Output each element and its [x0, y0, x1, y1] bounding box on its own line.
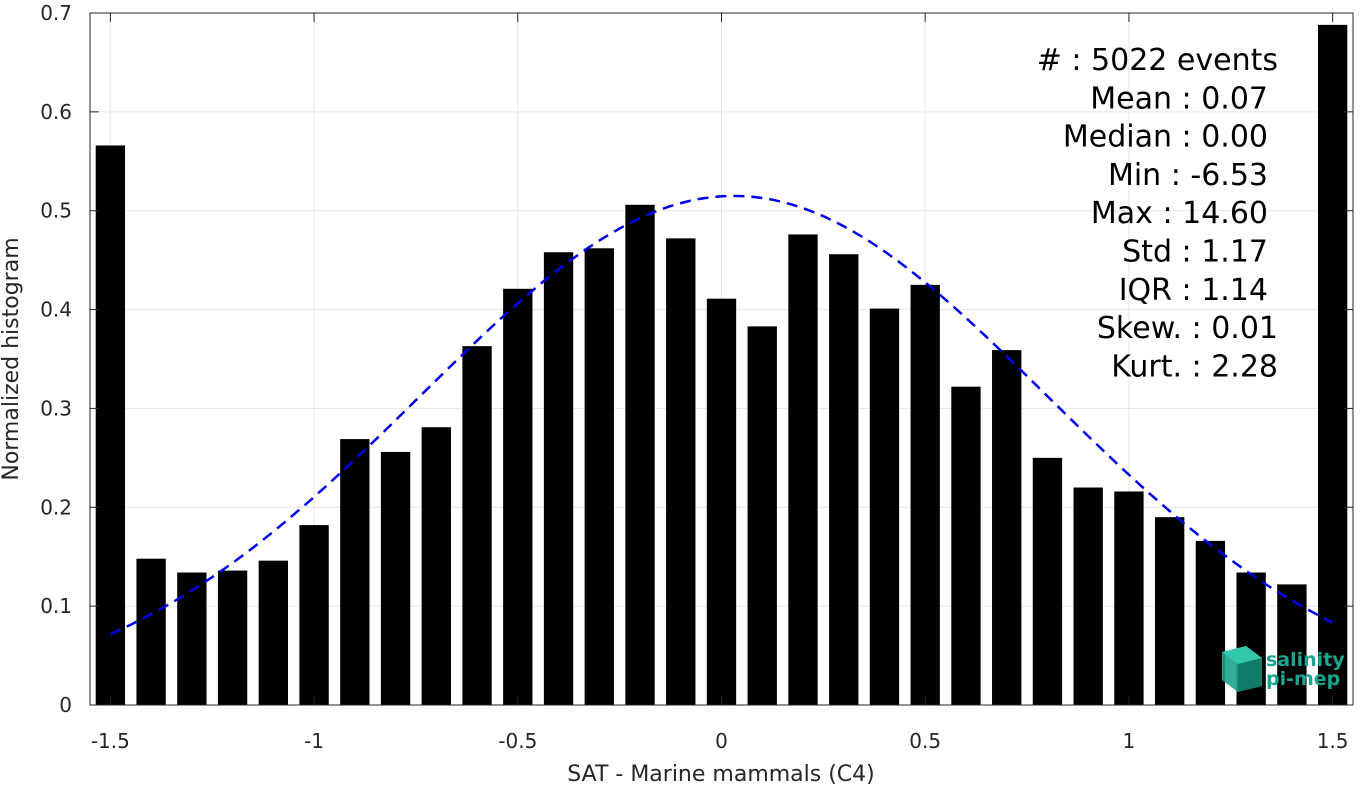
x-tick-labels: -1.5 -1 -0.5 0 0.5 1 1.5: [91, 729, 1349, 753]
histogram-bar: [584, 248, 614, 705]
histogram-bar: [1032, 457, 1063, 705]
histogram-bar: [462, 346, 492, 705]
histogram-bar: [380, 451, 411, 705]
histogram-bar: [951, 386, 981, 705]
x-tick-label: 1: [1123, 729, 1136, 753]
y-tick-label: 0.3: [40, 396, 72, 420]
x-tick-label: 0: [715, 729, 728, 753]
x-axis-label: SAT - Marine mammals (C4): [567, 762, 875, 785]
histogram-bar: [992, 350, 1022, 705]
histogram-bar: [706, 298, 737, 705]
histogram-bar: [829, 254, 859, 705]
stats-line: Skew. : 0.01: [1097, 311, 1278, 346]
histogram-bar: [136, 558, 166, 705]
stats-line: Std : 1.17: [1122, 235, 1268, 270]
y-axis-label: Normalized histogram: [0, 237, 24, 480]
histogram-bar: [299, 525, 329, 705]
histogram-bar: [625, 204, 655, 706]
stats-line: Min : -6.53: [1108, 158, 1268, 193]
x-tick-label: 1.5: [1317, 729, 1349, 753]
histogram-bar: [666, 238, 696, 705]
x-tick-label: 0.5: [909, 729, 941, 753]
y-tick-label: 0: [59, 693, 72, 717]
y-tick-labels: 0 0.1 0.2 0.3 0.4 0.5 0.6 0.7: [40, 1, 72, 717]
y-tick-label: 0.1: [40, 594, 72, 618]
histogram-bar: [747, 326, 777, 705]
histogram-bar: [217, 570, 248, 705]
stats-line: IQR : 1.14: [1119, 273, 1268, 308]
histogram-bar: [177, 572, 207, 705]
y-tick-label: 0.7: [40, 1, 72, 25]
histogram-bar: [1114, 491, 1144, 705]
histogram-bar: [1277, 584, 1307, 705]
x-tick-label: -1.5: [91, 729, 130, 753]
logo-text-line1: salinity: [1266, 649, 1345, 671]
histogram-bar: [503, 288, 533, 705]
y-tick-label: 0.6: [40, 100, 72, 124]
histogram-bar: [258, 560, 289, 705]
ticks-layer: [90, 12, 1353, 706]
logo-text-line2: pi-mep: [1266, 668, 1340, 690]
x-tick-label: -0.5: [498, 729, 537, 753]
y-tick-label: 0.5: [40, 199, 72, 223]
x-tick-label: -1: [304, 729, 324, 753]
stats-line: # : 5022 events: [1037, 43, 1278, 78]
stats-line: Max : 14.60: [1091, 196, 1268, 231]
stats-line: Mean : 0.07: [1090, 81, 1268, 116]
stats-line: Kurt. : 2.28: [1111, 349, 1278, 384]
histogram-bar: [788, 234, 818, 705]
histogram-bar: [1154, 517, 1185, 705]
histogram-bar: [1073, 487, 1103, 705]
logo-cube-icon: [1222, 646, 1262, 692]
histogram-bar: [543, 252, 574, 705]
gaussian-fit-curve: [109, 194, 1334, 636]
histogram-bar: [340, 439, 370, 705]
histogram-bar: [869, 308, 900, 705]
histogram-bar: [95, 145, 126, 705]
salinity-pimep-logo: salinity pi-mep: [1222, 646, 1345, 692]
histogram-bar: [1195, 540, 1226, 705]
bars-layer: [95, 24, 1348, 706]
y-tick-label: 0.4: [40, 298, 72, 322]
histogram-bar: [1317, 24, 1348, 706]
histogram-bar: [421, 427, 451, 705]
y-tick-label: 0.2: [40, 495, 72, 519]
fit-curve-layer: [109, 194, 1334, 636]
histogram-bar: [910, 284, 940, 705]
stats-line: Median : 0.00: [1063, 120, 1268, 155]
